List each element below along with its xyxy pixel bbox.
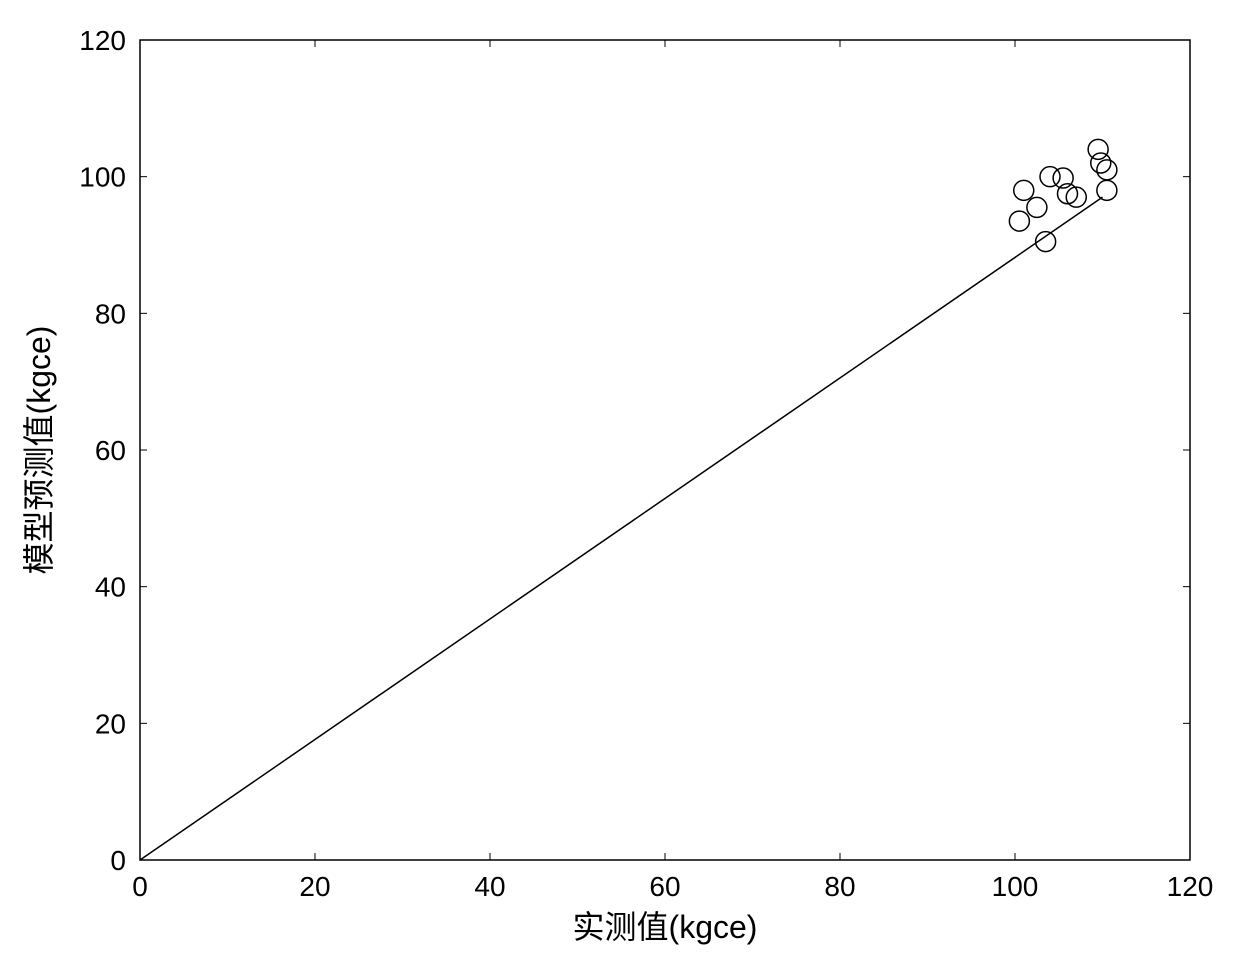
y-tick-label: 120 bbox=[79, 25, 126, 56]
x-tick-label: 80 bbox=[824, 871, 855, 902]
y-tick-label: 20 bbox=[95, 708, 126, 739]
x-tick-label: 120 bbox=[1167, 871, 1214, 902]
y-tick-label: 0 bbox=[110, 845, 126, 876]
x-axis-label: 实测值(kgce) bbox=[573, 909, 758, 945]
x-tick-label: 0 bbox=[132, 871, 148, 902]
y-axis-label: 模型预测值(kgce) bbox=[21, 326, 57, 575]
y-tick-label: 40 bbox=[95, 572, 126, 603]
x-tick-label: 40 bbox=[474, 871, 505, 902]
scatter-chart: 0 20 40 60 80 100 120 0 20 40 60 80 100 120 实测值(kgce) 模… bbox=[0, 0, 1240, 975]
y-tick-label: 80 bbox=[95, 298, 126, 329]
y-tick-label: 60 bbox=[95, 435, 126, 466]
chart-container: 0 20 40 60 80 100 120 0 20 40 60 80 100 120 实测值(kgce) 模… bbox=[0, 0, 1240, 975]
x-tick-label: 20 bbox=[299, 871, 330, 902]
x-tick-label: 100 bbox=[992, 871, 1039, 902]
x-tick-label: 60 bbox=[649, 871, 680, 902]
y-tick-label: 100 bbox=[79, 162, 126, 193]
